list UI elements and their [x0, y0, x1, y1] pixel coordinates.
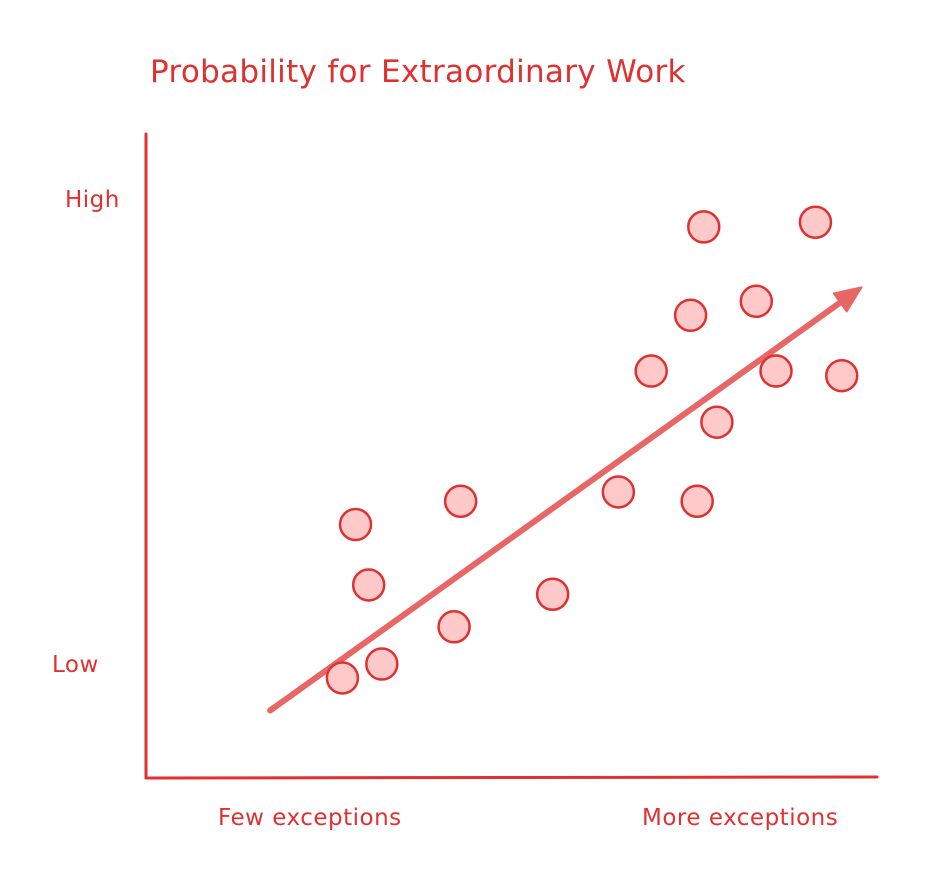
trend-layer	[267, 286, 863, 714]
trend-arrowhead	[832, 286, 863, 313]
data-point	[634, 354, 668, 388]
x-tick-label-more-exceptions: More exceptions	[642, 805, 838, 831]
data-point	[673, 298, 708, 332]
data-point	[687, 210, 721, 244]
data-point	[443, 484, 478, 518]
chart-title: Probability for Extraordinary Work	[150, 54, 686, 90]
data-point	[351, 568, 386, 602]
x-axis	[144, 775, 879, 780]
points-layer	[325, 205, 859, 695]
data-point	[601, 475, 636, 509]
data-point	[824, 358, 859, 393]
data-point	[798, 205, 833, 239]
data-point	[535, 577, 570, 611]
data-point	[325, 661, 360, 695]
y-tick-label-low: Low	[52, 652, 99, 678]
data-point	[680, 484, 714, 518]
data-point	[365, 647, 399, 681]
trend-line	[267, 290, 857, 714]
data-point	[759, 354, 793, 388]
y-axis	[144, 132, 148, 780]
y-tick-label-high: High	[65, 187, 120, 213]
data-point	[739, 284, 774, 319]
data-point	[700, 405, 734, 439]
data-point	[338, 507, 373, 542]
data-point	[437, 610, 471, 644]
x-tick-label-few-exceptions: Few exceptions	[218, 805, 402, 831]
